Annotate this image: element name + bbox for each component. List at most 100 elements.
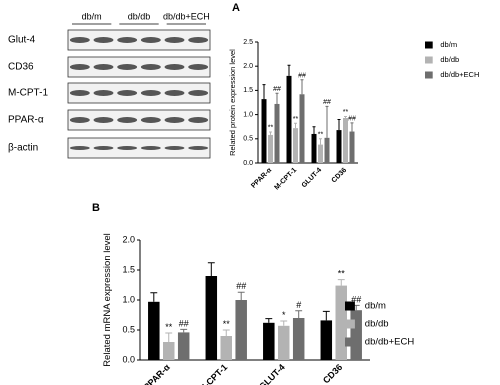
y-axis-label: Related mRNA expression level bbox=[102, 233, 113, 367]
y-tick-label: 1.5 bbox=[243, 87, 253, 94]
significance-mark: ** bbox=[293, 116, 299, 123]
legend-label: db/db+ECH bbox=[365, 337, 415, 348]
y-tick-label: 0.0 bbox=[122, 354, 135, 364]
blot-band bbox=[140, 146, 161, 150]
legend-swatch bbox=[425, 71, 433, 79]
significance-mark: ## bbox=[298, 72, 306, 79]
significance-mark: ** bbox=[268, 125, 274, 132]
panel-label: B bbox=[92, 202, 100, 214]
legend-label: db/m bbox=[365, 301, 386, 312]
error-bar bbox=[180, 328, 188, 333]
group-label: db/db bbox=[128, 11, 151, 21]
significance-mark: ** bbox=[318, 131, 324, 138]
bar bbox=[163, 342, 175, 360]
error-bar bbox=[222, 329, 230, 336]
blot-band bbox=[69, 90, 90, 96]
error-bar bbox=[312, 126, 316, 134]
blot-label: CD36 bbox=[8, 62, 34, 73]
bar bbox=[349, 131, 355, 163]
blot-band bbox=[140, 117, 161, 123]
bar bbox=[278, 325, 290, 360]
error-bar bbox=[319, 138, 322, 145]
error-bar bbox=[322, 310, 330, 321]
x-tick-label: PPAR-α bbox=[142, 362, 173, 385]
significance-mark: ## bbox=[348, 115, 356, 122]
bar bbox=[350, 310, 362, 360]
error-bar bbox=[337, 118, 341, 131]
blot-frame bbox=[67, 56, 211, 78]
significance-mark: ** bbox=[343, 109, 349, 116]
x-tick-label: CD36 bbox=[321, 362, 344, 385]
blot-band bbox=[164, 37, 185, 43]
bar bbox=[324, 137, 330, 163]
significance-mark: ## bbox=[351, 294, 361, 304]
x-tick-label: M-CPT-1 bbox=[273, 167, 298, 192]
blot-band bbox=[117, 37, 138, 43]
x-tick-label: GLUT-4 bbox=[257, 362, 287, 385]
legend-label: db/db bbox=[440, 55, 459, 64]
blot-band bbox=[188, 37, 209, 43]
error-bar bbox=[150, 292, 158, 302]
error-bar bbox=[262, 84, 266, 100]
blot-band bbox=[93, 64, 114, 70]
bar bbox=[286, 75, 292, 163]
blot-band bbox=[188, 117, 209, 123]
significance-mark: # bbox=[296, 300, 301, 310]
x-tick-label: GLUT-4 bbox=[301, 167, 324, 190]
significance-mark: * bbox=[282, 310, 286, 320]
bar bbox=[336, 130, 342, 163]
blot-band bbox=[140, 90, 161, 96]
legend-swatch bbox=[425, 56, 433, 64]
error-bar bbox=[265, 318, 273, 323]
error-bar bbox=[350, 122, 354, 132]
blot-band bbox=[140, 37, 161, 43]
error-bar bbox=[300, 79, 304, 95]
y-tick-label: 2.5 bbox=[243, 39, 253, 46]
x-tick-label: PPAR-α bbox=[250, 166, 274, 190]
blot-band bbox=[164, 64, 185, 70]
blot-band bbox=[93, 146, 114, 150]
bar bbox=[235, 300, 247, 360]
bar bbox=[220, 336, 232, 360]
blot-band bbox=[140, 64, 161, 70]
bar bbox=[261, 99, 267, 163]
blot-band bbox=[164, 90, 185, 96]
bar bbox=[148, 301, 160, 360]
blot-band bbox=[93, 90, 114, 96]
y-tick-label: 1.5 bbox=[122, 264, 135, 274]
significance-mark: ** bbox=[165, 322, 173, 332]
bar bbox=[299, 94, 305, 163]
y-tick-label: 2.0 bbox=[122, 234, 135, 244]
error-bar bbox=[295, 310, 303, 318]
significance-mark: ** bbox=[223, 319, 231, 329]
blot-frame bbox=[67, 82, 211, 104]
blot-label: PPAR-α bbox=[8, 115, 44, 126]
bar bbox=[274, 103, 280, 163]
bar bbox=[292, 318, 305, 360]
legend-swatch bbox=[345, 301, 355, 311]
x-tick-label: CD36 bbox=[331, 167, 349, 185]
significance-mark: ## bbox=[179, 318, 189, 328]
bar bbox=[311, 133, 317, 163]
group-label: db/m bbox=[82, 11, 102, 21]
error-bar bbox=[269, 131, 272, 135]
y-tick-label: 1.0 bbox=[243, 111, 253, 118]
legend-swatch bbox=[345, 337, 355, 347]
blot-band bbox=[188, 90, 209, 96]
blot-frame bbox=[67, 137, 211, 159]
error-bar bbox=[280, 320, 288, 326]
blot-label: Glut-4 bbox=[8, 35, 36, 46]
error-bar bbox=[287, 64, 291, 76]
bar bbox=[343, 117, 348, 163]
error-bar bbox=[165, 332, 173, 342]
significance-mark: ## bbox=[236, 281, 246, 291]
blot-band bbox=[69, 146, 90, 150]
panel-label: A bbox=[232, 2, 240, 14]
error-bar bbox=[294, 122, 297, 129]
significance-mark: ** bbox=[338, 269, 346, 279]
error-bar bbox=[344, 116, 347, 118]
blot-band bbox=[93, 37, 114, 43]
legend-label: db/db+ECH bbox=[440, 70, 479, 79]
error-bar bbox=[325, 105, 329, 138]
